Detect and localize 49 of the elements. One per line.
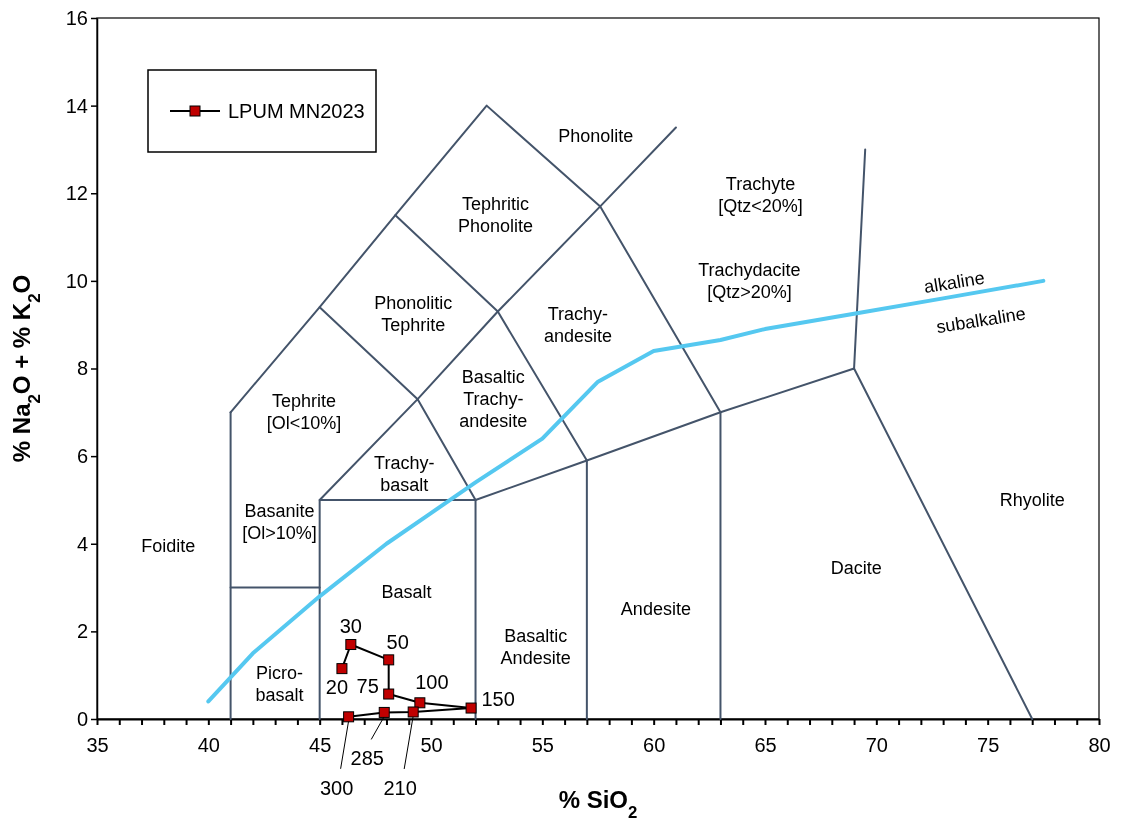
- annotation: 100: [415, 670, 449, 693]
- annotation: Picro- basalt: [255, 662, 304, 705]
- annotation: Basalt: [381, 581, 432, 602]
- legend-label: LPUM MN2023: [228, 100, 365, 122]
- annotation: Trachydacite [Qtz>20%]: [698, 259, 801, 302]
- annotation: Rhyolite: [999, 489, 1065, 510]
- annotation: 300: [319, 776, 354, 799]
- annotation: 285: [350, 747, 384, 770]
- annotation: Tephritic Phonolite: [458, 194, 534, 237]
- annotation: Basaltic Andesite: [500, 625, 571, 668]
- y-tick-label: 16: [65, 6, 88, 29]
- y-tick-label: 4: [76, 532, 88, 555]
- y-tick-label: 0: [76, 707, 88, 730]
- annotation: 210: [383, 776, 417, 799]
- annotation: Phonolite: [558, 126, 634, 147]
- annotation: Basaltic Trachy- andesite: [459, 367, 528, 432]
- x-tick-label: 40: [197, 734, 220, 756]
- y-tick-label: 6: [76, 445, 88, 468]
- annotation: alkaline: [922, 267, 986, 298]
- x-tick-label: 45: [309, 734, 332, 756]
- annotation: Foidite: [141, 535, 196, 556]
- annotation: Dacite: [830, 557, 882, 578]
- x-tick-label: 60: [643, 734, 666, 756]
- x-axis-title: % SiO$_{2}$: [558, 786, 638, 821]
- x-tick-label: 75: [977, 734, 1000, 756]
- x-tick-label: 50: [420, 734, 443, 756]
- x-tick-label: 55: [531, 734, 554, 756]
- annotation: 20: [325, 675, 349, 698]
- y-tick-label: 14: [65, 94, 88, 117]
- annotation: 150: [481, 688, 515, 711]
- y-tick-label: 2: [76, 620, 88, 643]
- x-tick-label: 65: [754, 734, 777, 756]
- x-tick-label: 80: [1088, 734, 1111, 756]
- y-tick-label: 8: [76, 357, 88, 380]
- annotation: Basanite [Ol>10%]: [242, 500, 317, 543]
- annotation: Trachy- andesite: [543, 303, 612, 346]
- annotation: Phonolitic Tephrite: [374, 292, 453, 335]
- annotation: Trachyte [Qtz<20%]: [718, 174, 803, 217]
- annotation: Tephrite [Ol<10%]: [266, 391, 342, 434]
- y-tick-label: 10: [65, 269, 88, 292]
- x-tick-label: 70: [865, 734, 888, 756]
- annotation: Andesite: [620, 599, 691, 620]
- annotation: Trachy- basalt: [374, 452, 435, 495]
- annotation: 50: [386, 630, 409, 653]
- x-tick-label: 35: [86, 734, 109, 756]
- annotation: 75: [356, 675, 379, 698]
- annotation: 30: [339, 614, 362, 637]
- y-tick-label: 12: [65, 182, 88, 205]
- annotation: subalkaline: [934, 303, 1028, 338]
